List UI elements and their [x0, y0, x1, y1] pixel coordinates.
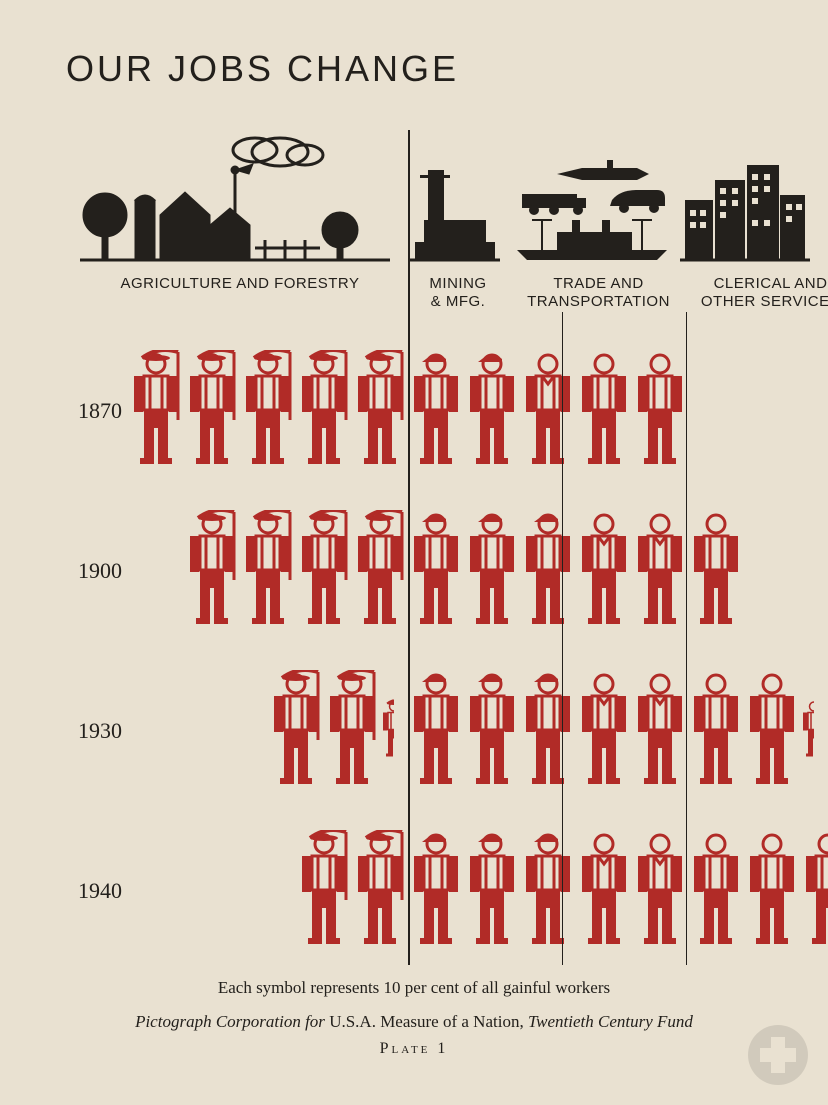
plate-number: Plate 1: [0, 1040, 828, 1058]
year-label: 1940: [66, 878, 122, 904]
label-trade: TRADE AND TRANSPORTATION: [516, 275, 681, 311]
worker-figure-miner: .c-fill{fill:#b12b27} .c-stroke{stroke:#…: [464, 350, 520, 468]
worker-figure-clerk: .c-fill{fill:#b12b27} .c-stroke{stroke:#…: [688, 670, 744, 788]
worker-figure-farmer: .c-fill{fill:#23201c} .c-stroke{stroke:#…: [184, 350, 240, 468]
year-label: 1870: [66, 398, 122, 424]
worker-figure-clerk: .c-fill{fill:#b12b27} .c-stroke{stroke:#…: [744, 830, 800, 948]
connector-line: [686, 312, 687, 965]
worker-figure-clerk: .c-fill{fill:#b12b27} .c-stroke{stroke:#…: [688, 510, 744, 628]
watermark-icon: [746, 1023, 810, 1087]
worker-figure-miner: .c-fill{fill:#b12b27} .c-stroke{stroke:#…: [520, 830, 576, 948]
worker-figure-miner: .c-fill{fill:#b12b27} .c-stroke{stroke:#…: [464, 510, 520, 628]
pictograph-row: .c-fill{fill:#23201c} .c-stroke{stroke:#…: [135, 830, 815, 960]
label-mining: MINING & MFG.: [408, 275, 508, 311]
worker-figure-farmer: .c-fill{fill:#23201c} .c-stroke{stroke:#…: [324, 670, 380, 788]
worker-figure-trader: .c-fill{fill:#b12b27} .c-stroke{stroke:#…: [632, 670, 688, 788]
worker-figure-farmer: .c-fill{fill:#23201c} .c-stroke{stroke:#…: [352, 350, 408, 468]
pictograph-row: .c-fill{fill:#23201c} .c-stroke{stroke:#…: [135, 350, 815, 480]
pictograph-row: .c-fill{fill:#23201c} .c-stroke{stroke:#…: [135, 510, 815, 640]
worker-figure-trader: .c-fill{fill:#b12b27} .c-stroke{stroke:#…: [632, 830, 688, 948]
worker-figure-clerk: .c-fill{fill:#b12b27} .c-stroke{stroke:#…: [632, 350, 688, 468]
worker-figure-miner: .c-fill{fill:#b12b27} .c-stroke{stroke:#…: [464, 830, 520, 948]
worker-figure-farmer: .c-fill{fill:#23201c} .c-stroke{stroke:#…: [240, 350, 296, 468]
credit-line: Pictograph Corporation for U.S.A. Measur…: [0, 1012, 828, 1032]
worker-figure-farmer: .c-fill{fill:#23201c} .c-stroke{stroke:#…: [352, 830, 408, 948]
worker-figure-miner: .c-fill{fill:#b12b27} .c-stroke{stroke:#…: [408, 830, 464, 948]
worker-figure-miner: .c-fill{fill:#b12b27} .c-stroke{stroke:#…: [464, 670, 520, 788]
worker-figure-clerk: .c-fill{fill:#b12b27} .c-stroke{stroke:#…: [800, 830, 828, 948]
label-clerical: CLERICAL AND OTHER SERVICES: [688, 275, 828, 311]
worker-figure-farmer: .c-fill{fill:#23201c} .c-stroke{stroke:#…: [296, 350, 352, 468]
city-icon: [680, 160, 810, 270]
year-label: 1930: [66, 718, 122, 744]
worker-figure-trader: .c-fill{fill:#b12b27} .c-stroke{stroke:#…: [576, 830, 632, 948]
worker-figure-clerk: .c-fill{fill:#b12b27} .c-stroke{stroke:#…: [688, 830, 744, 948]
worker-figure-farmer: .c-fill{fill:#23201c} .c-stroke{stroke:#…: [296, 830, 352, 948]
worker-figure-farmer: .c-fill{fill:#23201c} .c-stroke{stroke:#…: [268, 670, 324, 788]
worker-figure-clerk: .c-fill{fill:#b12b27} .c-stroke{stroke:#…: [800, 670, 828, 788]
pictograph-row: .c-fill{fill:#23201c} .c-stroke{stroke:#…: [135, 670, 815, 800]
worker-figure-farmer: .c-fill{fill:#23201c} .c-stroke{stroke:#…: [296, 510, 352, 628]
worker-figure-trader: .c-fill{fill:#b12b27} .c-stroke{stroke:#…: [576, 670, 632, 788]
transport-icon: [512, 160, 672, 270]
worker-figure-farmer: .c-fill{fill:#23201c} .c-stroke{stroke:#…: [240, 510, 296, 628]
factory-icon: [410, 170, 500, 270]
worker-figure-trader: .c-fill{fill:#b12b27} .c-stroke{stroke:#…: [520, 350, 576, 468]
worker-figure-miner: .c-fill{fill:#b12b27} .c-stroke{stroke:#…: [408, 510, 464, 628]
category-icons: [80, 130, 780, 270]
worker-figure-farmer: .c-fill{fill:#23201c} .c-stroke{stroke:#…: [352, 510, 408, 628]
year-label: 1900: [66, 558, 122, 584]
worker-figure-farmer: .c-fill{fill:#23201c} .c-stroke{stroke:#…: [128, 350, 184, 468]
connector-line: [562, 312, 563, 965]
worker-figure-trader: .c-fill{fill:#b12b27} .c-stroke{stroke:#…: [632, 510, 688, 628]
worker-figure-miner: .c-fill{fill:#b12b27} .c-stroke{stroke:#…: [408, 670, 464, 788]
worker-figure-farmer: .c-fill{fill:#23201c} .c-stroke{stroke:#…: [380, 670, 408, 788]
label-agriculture: AGRICULTURE AND FORESTRY: [80, 275, 400, 293]
worker-figure-clerk: .c-fill{fill:#b12b27} .c-stroke{stroke:#…: [576, 350, 632, 468]
worker-figure-miner: .c-fill{fill:#b12b27} .c-stroke{stroke:#…: [520, 670, 576, 788]
worker-figure-farmer: .c-fill{fill:#23201c} .c-stroke{stroke:#…: [184, 510, 240, 628]
worker-figure-miner: .c-fill{fill:#b12b27} .c-stroke{stroke:#…: [520, 510, 576, 628]
page-title: OUR JOBS CHANGE: [66, 48, 459, 90]
worker-figure-clerk: .c-fill{fill:#b12b27} .c-stroke{stroke:#…: [744, 670, 800, 788]
legend-text: Each symbol represents 10 per cent of al…: [0, 978, 828, 998]
farm-icon: [80, 130, 390, 270]
worker-figure-trader: .c-fill{fill:#b12b27} .c-stroke{stroke:#…: [576, 510, 632, 628]
isotype-page: OUR JOBS CHANGE: [0, 0, 828, 1105]
worker-figure-miner: .c-fill{fill:#b12b27} .c-stroke{stroke:#…: [408, 350, 464, 468]
